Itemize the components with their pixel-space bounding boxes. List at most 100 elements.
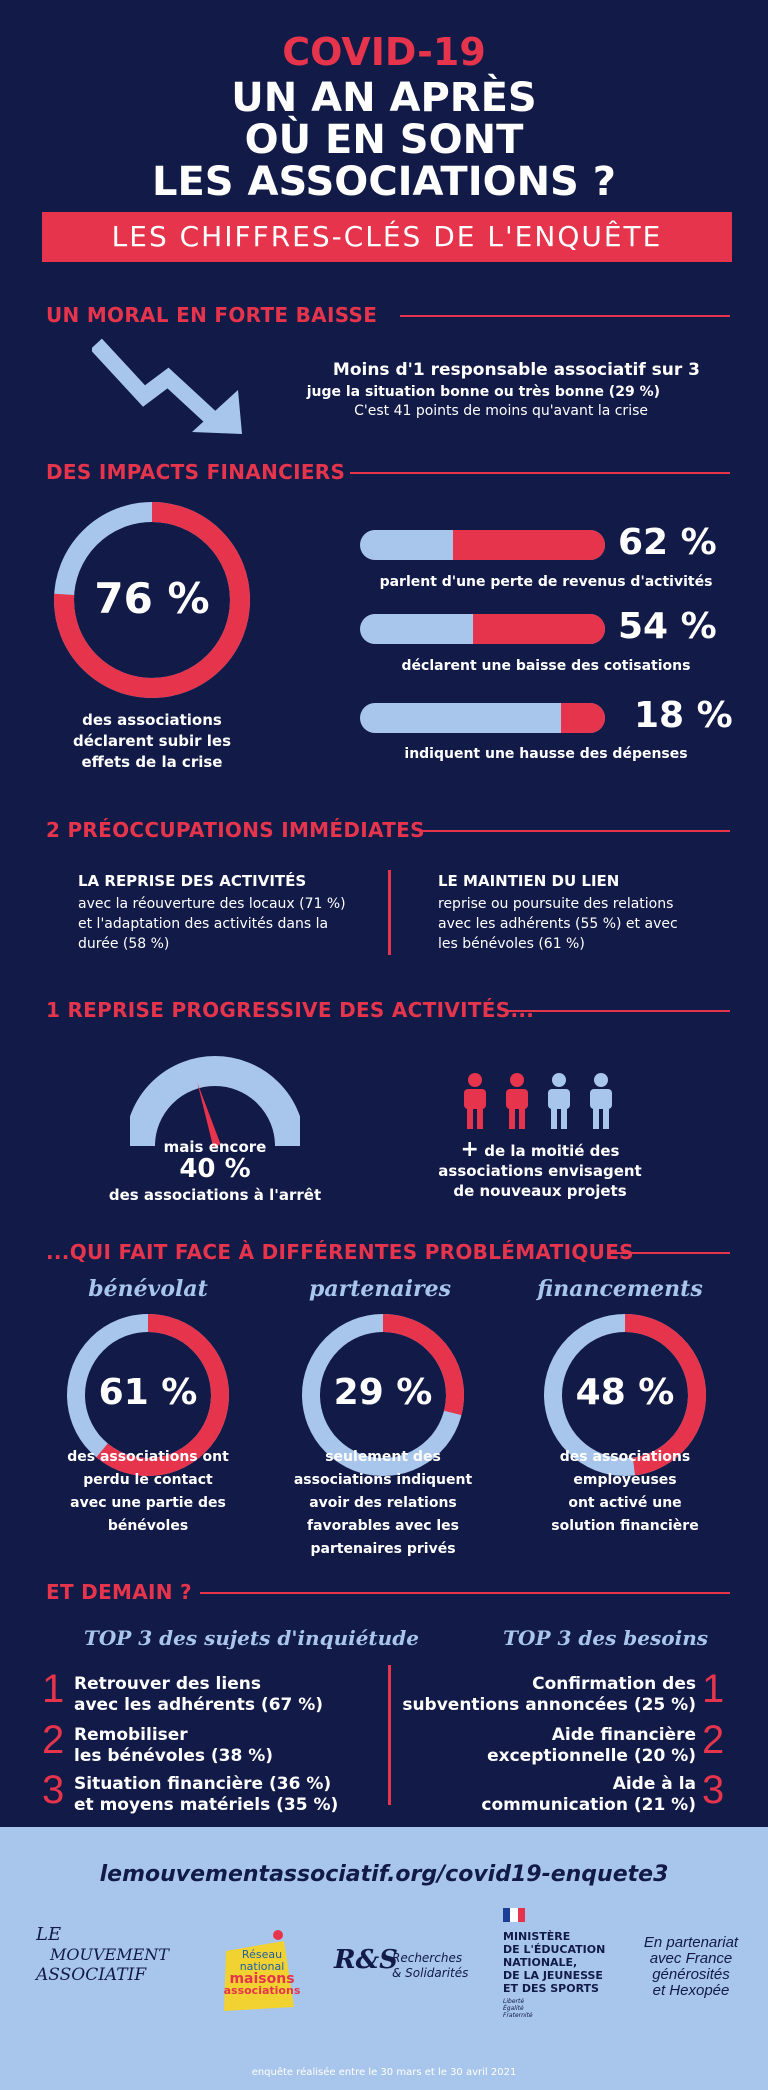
footer: lemouvementassociatif.org/covid19-enquet… (0, 1827, 768, 2090)
bar-cotisations-text: déclarent une baisse des cotisations (401, 658, 691, 674)
logo-motto-2: Égalité (503, 2005, 524, 2012)
logo-mouvement-line-3: ASSOCIATIF (36, 1965, 147, 1985)
partner-line-2: avec France (649, 1950, 733, 1967)
problem-text-partenaires-3: avoir des relations (309, 1495, 457, 1511)
worry-1-line-2: avec les adhérents (67 %) (74, 1695, 324, 1715)
logo-maisons-line-2: national (239, 1960, 285, 1973)
concerns-right-text-2: avec les adhérents (55 %) et avec (438, 916, 678, 932)
moral-line-2: juge la situation bonne ou très bonne (2… (306, 384, 660, 400)
problem-text-benevolat-2: perdu le contact (83, 1472, 213, 1488)
problem-text-financements-1: des associations (559, 1449, 691, 1465)
financial-divider (350, 472, 730, 474)
problem-text-benevolat-1: des associations ont (67, 1449, 229, 1465)
bar-cotisations-fill (472, 614, 605, 644)
logo-rs-line-1: Recherches (392, 1951, 463, 1965)
header-covid: COVID-19 (282, 30, 486, 74)
logo-ministere-line-5: ET DES SPORTS (503, 1982, 599, 1995)
header-line-4: LES ASSOCIATIONS ? (151, 159, 616, 205)
worry-2-line-1: Remobiliser (74, 1725, 188, 1745)
need-3-line-2: communication (21 %) (481, 1795, 696, 1815)
donut-partenaires (302, 1314, 464, 1476)
reprise-title: 1 REPRISE PROGRESSIVE DES ACTIVITÉS... (46, 998, 535, 1022)
logo-ministere-motto: Liberté Égalité Fraternité (503, 1998, 643, 2019)
concerns-left-text-3: durée (58 %) (78, 936, 170, 952)
people-text-1-body: de la moitié des (484, 1142, 620, 1160)
people-text-2: associations envisagent (438, 1162, 642, 1180)
problem-text-partenaires-2: associations indiquent (293, 1472, 473, 1488)
concerns-right-text: reprise ou poursuite des relations avec … (438, 894, 678, 954)
problem-label-partenaires: partenaires (309, 1276, 451, 1302)
worry-number-2: 2 (42, 1718, 65, 1762)
partner-line-3: générosités (652, 1966, 730, 1983)
gauge-pct: 40 % (179, 1154, 251, 1184)
need-1: Confirmation des subventions annoncées (… (400, 1674, 696, 1716)
financial-donut-text-1: des associations (82, 711, 222, 729)
financial-donut-text: des associations déclarent subir les eff… (42, 710, 262, 773)
problems-title: ...QUI FAIT FACE À DIFFÉRENTES PROBLÉMAT… (46, 1240, 634, 1264)
survey-url-link[interactable]: lemouvementassociatif.org/covid19-enquet… (99, 1862, 669, 1887)
logo-maisons-line-1: Réseau (241, 1948, 283, 1961)
problem-text-benevolat: des associations ont perdu le contact av… (38, 1446, 258, 1538)
worry-1: Retrouver des liens avec les adhérents (… (74, 1674, 323, 1716)
tomorrow-title: ET DEMAIN ? (46, 1580, 192, 1604)
need-number-2: 2 (702, 1718, 725, 1762)
logo-ministere-line-1: MINISTÈRE (503, 1930, 571, 1943)
financial-donut-text-3: effets de la crise (81, 753, 223, 771)
donut-benevolat-arc (67, 1314, 229, 1476)
bar-depenses-pct: 18 % (634, 695, 733, 736)
concerns-left-text: avec la réouverture des locaux (71 %) et… (78, 894, 346, 954)
financial-title: DES IMPACTS FINANCIERS (46, 460, 346, 484)
reprise-divider (505, 1010, 730, 1012)
donut-benevolat-pct: 61 % (98, 1372, 198, 1413)
tomorrow-divider (200, 1592, 730, 1594)
concerns-left-text-1: avec la réouverture des locaux (71 %) (78, 896, 346, 912)
bar-revenue (360, 530, 605, 560)
bar-depenses (360, 703, 605, 733)
problem-text-financements-4: solution financière (551, 1518, 699, 1534)
need-number-3: 3 (702, 1768, 725, 1812)
gauge-text-1: mais encore (163, 1138, 267, 1156)
need-2-line-1: Aide financière (551, 1725, 696, 1745)
logo-ministere-text: MINISTÈRE DE L'ÉDUCATION NATIONALE, DE L… (503, 1930, 643, 1995)
logo-recherches-solidarites: Recherches & Solidarités (392, 1951, 468, 1981)
moral-line-3: C'est 41 points de moins qu'avant la cri… (354, 403, 648, 419)
concerns-left-text-2: et l'adaptation des activités dans la (78, 916, 329, 932)
financial-donut (54, 502, 250, 698)
need-1-line-1: Confirmation des (532, 1674, 696, 1694)
worry-3-line-2: et moyens matériels (35 %) (74, 1795, 339, 1815)
concerns-right-title: LE MAINTIEN DU LIEN (438, 872, 620, 890)
need-2: Aide financière exceptionnelle (20 %) (400, 1725, 696, 1767)
logo-maisons-line-4: associations (223, 1984, 301, 1997)
logo-ministere-line-2: DE L'ÉDUCATION (503, 1943, 606, 1956)
need-number-1: 1 (702, 1667, 725, 1711)
worry-3-line-1: Situation financière (36 %) (74, 1774, 332, 1794)
worry-1-line-1: Retrouver des liens (74, 1674, 261, 1694)
donut-benevolat (67, 1314, 229, 1476)
donut-financements (544, 1314, 706, 1476)
logo-mouvement-line-1: LE (36, 1924, 62, 1945)
donut-partenaires-arc (302, 1314, 464, 1476)
problem-text-benevolat-3: avec une partie des (70, 1495, 226, 1511)
logo-ministere-line-3: NATIONALE, (503, 1956, 578, 1969)
problem-text-financements: des associations employeuses ont activé … (515, 1446, 735, 1538)
concerns-right-text-1: reprise ou poursuite des relations (438, 896, 674, 912)
logo-maisons-text: Réseau national maisons associations (220, 1949, 304, 1997)
problem-text-financements-3: ont activé une (568, 1495, 682, 1511)
moral-title: UN MORAL EN FORTE BAISSE (46, 303, 378, 327)
people-text: + de la moitié des associations envisage… (430, 1139, 650, 1201)
worry-3: Situation financière (36 %) et moyens ma… (74, 1774, 338, 1816)
need-1-line-2: subventions annoncées (25 %) (402, 1695, 696, 1715)
french-flag-icon (503, 1908, 525, 1922)
concerns-divider (420, 830, 730, 832)
problem-text-partenaires-1: seulement des (325, 1449, 441, 1465)
logo-mouvement-line-2: MOUVEMENT (50, 1945, 169, 1964)
partner-text: En partenariat avec France générosités e… (622, 1935, 760, 1999)
financial-donut-text-2: déclarent subir les (72, 732, 232, 750)
concerns-right-text-3: les bénévoles (61 %) (438, 936, 585, 952)
need-2-line-2: exceptionnelle (20 %) (487, 1746, 696, 1766)
bar-cotisations (360, 614, 605, 644)
financial-donut-label: 76 % (94, 574, 210, 623)
donut-partenaires-pct: 29 % (333, 1372, 433, 1413)
gauge-icon (130, 1056, 300, 1148)
logo-motto-1: Liberté (503, 1998, 525, 2005)
